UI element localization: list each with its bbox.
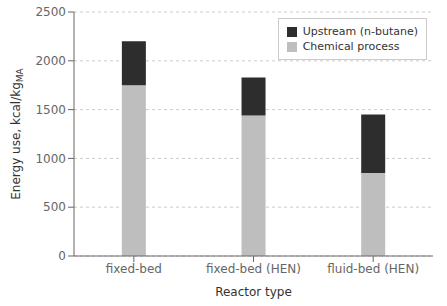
svg-text:1000: 1000 bbox=[35, 152, 66, 166]
svg-text:Reactor type: Reactor type bbox=[215, 285, 292, 299]
svg-text:Energy use, kcal/kgMA: Energy use, kcal/kgMA bbox=[9, 67, 25, 199]
svg-text:0: 0 bbox=[58, 249, 66, 263]
svg-text:500: 500 bbox=[43, 200, 66, 214]
html-text:Chemical process: Chemical process bbox=[302, 40, 400, 53]
svg-text:fluid-bed (HEN): fluid-bed (HEN) bbox=[327, 262, 419, 276]
svg-text:2500: 2500 bbox=[35, 5, 66, 19]
svg-text:2000: 2000 bbox=[35, 54, 66, 68]
svg-text:fixed-bed (HEN): fixed-bed (HEN) bbox=[206, 262, 301, 276]
svg-text:fixed-bed: fixed-bed bbox=[106, 262, 162, 276]
html-text:Upstream (n-butane): Upstream (n-butane) bbox=[302, 25, 418, 38]
svg-text:1500: 1500 bbox=[35, 103, 66, 117]
